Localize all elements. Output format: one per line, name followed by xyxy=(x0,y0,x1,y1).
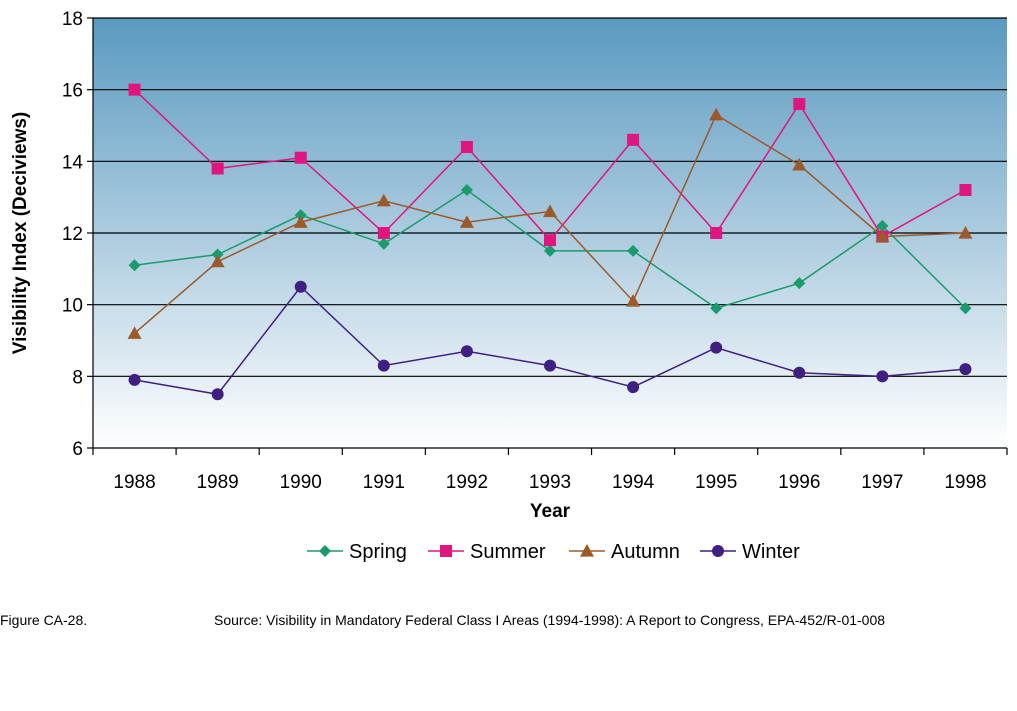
spring-point xyxy=(544,244,556,257)
legend-label: Spring xyxy=(349,541,407,563)
source-note: Source: Visibility in Mandatory Federal … xyxy=(214,612,886,628)
summer-point xyxy=(544,234,556,247)
summer-point xyxy=(460,141,473,153)
series-group xyxy=(127,83,973,401)
legend-label: Autumn xyxy=(611,541,680,563)
spring-point xyxy=(377,237,390,250)
series-summer xyxy=(128,83,972,247)
autumn-point xyxy=(875,229,890,243)
x-axis-title: Year xyxy=(530,501,571,522)
x-tick-label: 1988 xyxy=(113,472,155,493)
x-tick-label: 1994 xyxy=(612,472,655,493)
x-tick-label: 1989 xyxy=(196,472,238,493)
gridlines xyxy=(93,17,1007,377)
legend-label: Winter xyxy=(742,541,800,563)
autumn-point xyxy=(459,215,474,228)
figure-label: Figure CA-28. xyxy=(0,612,88,628)
y-axis-ticks: 6 8 10 12 14 16 18 xyxy=(62,9,93,460)
legend-marker xyxy=(440,545,452,557)
autumn-point xyxy=(293,215,308,228)
spring-point xyxy=(128,259,141,272)
legend-label: Summer xyxy=(470,541,546,563)
winter-point xyxy=(627,381,640,394)
summer-point xyxy=(294,151,307,164)
y-tick-label: 12 xyxy=(62,224,83,245)
series-autumn xyxy=(127,107,973,339)
x-axis-ticks: 1988 1989 1990 1991 1992 1993 1994 1995 1996 1997… xyxy=(92,448,1008,493)
spring-point xyxy=(211,248,224,261)
autumn-point xyxy=(127,326,142,339)
winter-point xyxy=(128,373,141,386)
x-tick-label: 1992 xyxy=(446,472,488,493)
legend-marker xyxy=(319,545,331,557)
spring-point xyxy=(627,244,640,257)
spring-point xyxy=(876,219,889,232)
summer-point xyxy=(710,227,723,239)
y-tick-label: 8 xyxy=(72,367,83,388)
legend-item-winter: Winter xyxy=(700,541,800,563)
legend-marker xyxy=(712,545,724,557)
y-tick-label: 10 xyxy=(62,296,83,317)
summer-point xyxy=(627,133,640,146)
summer-point xyxy=(128,83,141,96)
winter-point xyxy=(876,370,889,383)
autumn-point xyxy=(543,204,557,218)
spring-point xyxy=(959,302,972,315)
winter-point xyxy=(544,359,556,372)
x-tick-label: 1993 xyxy=(529,472,571,493)
winter-point xyxy=(710,341,723,354)
autumn-point xyxy=(376,193,391,207)
winter-point xyxy=(211,388,224,401)
winter-point xyxy=(377,359,390,372)
x-tick-label: 1995 xyxy=(695,472,737,493)
x-tick-label: 1997 xyxy=(861,472,903,493)
summer-point xyxy=(959,184,972,196)
x-tick-label: 1991 xyxy=(363,472,405,493)
y-axis-title: Visibility Index (Deciviews) xyxy=(10,112,31,355)
y-tick-label: 14 xyxy=(62,152,84,173)
spring-point xyxy=(793,277,806,290)
y-tick-label: 16 xyxy=(62,81,83,102)
legend-item-spring: Spring xyxy=(307,541,407,563)
legend: Spring Summer Autumn Winter xyxy=(307,541,800,563)
winter-point xyxy=(793,366,806,379)
spring-point xyxy=(710,302,723,315)
y-tick-label: 6 xyxy=(72,439,83,460)
autumn-point xyxy=(709,107,724,121)
summer-point xyxy=(793,98,806,110)
winter-point xyxy=(294,280,307,293)
x-tick-label: 1990 xyxy=(280,472,322,493)
spring-point xyxy=(294,209,307,222)
autumn-point xyxy=(210,254,225,268)
line-chart: 6 8 10 12 14 16 18 1988 1989 1990 1991 1992 1993 199… xyxy=(10,9,1008,563)
legend-marker xyxy=(580,544,594,557)
series-winter xyxy=(128,280,972,401)
summer-point xyxy=(377,227,390,239)
spring-point xyxy=(460,184,473,196)
autumn-point xyxy=(792,157,807,171)
autumn-point xyxy=(626,294,641,307)
autumn-point xyxy=(958,226,973,239)
winter-point xyxy=(460,345,473,358)
legend-item-summer: Summer xyxy=(428,541,546,563)
series-spring xyxy=(128,184,972,315)
legend-item-autumn: Autumn xyxy=(569,541,680,563)
x-tick-label: 1996 xyxy=(778,472,820,493)
y-tick-label: 18 xyxy=(62,9,83,30)
x-tick-label: 1998 xyxy=(944,472,986,493)
summer-point xyxy=(211,162,224,175)
winter-point xyxy=(959,363,972,376)
